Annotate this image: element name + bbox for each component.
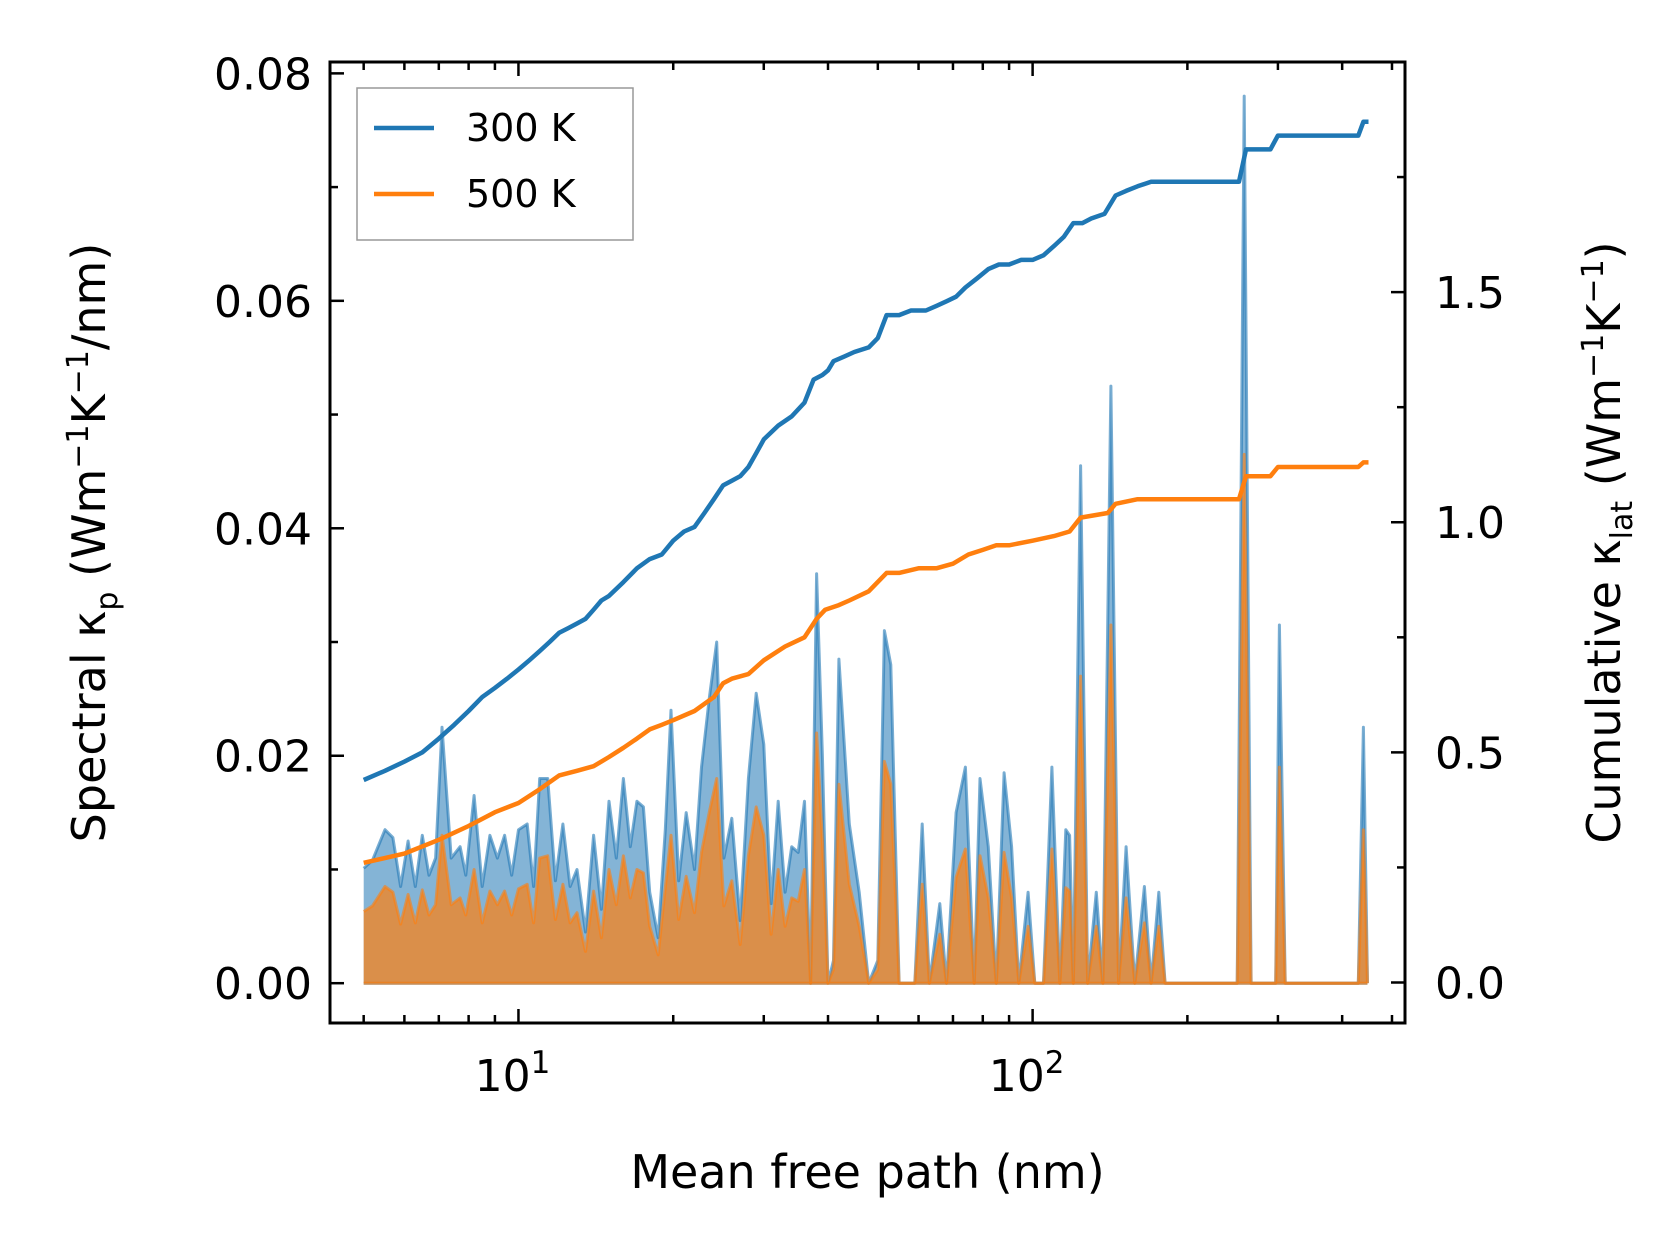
x-axis-title: Mean free path (nm) (630, 1145, 1104, 1199)
legend-label: 300 K (466, 106, 577, 150)
y-axis-left-title: Spectral κp​ (Wm−1​K−1​/nm) (61, 243, 125, 843)
legend-box (356, 87, 634, 241)
spectral-line-500k (362, 452, 1369, 985)
y-left-tick-label: 0.02 (214, 732, 312, 783)
tick-labels: 101 102 0.00 0.02 0.04 0.06 0.08 0.0 0.5 1.0 1.5 (214, 49, 1505, 1102)
spectral-fill-500k (363, 454, 1368, 984)
legend: 300 K 500 K (356, 87, 634, 241)
y-left-tick-label: 0.04 (214, 504, 312, 555)
y-right-tick-label: 0.0 (1435, 958, 1505, 1009)
cumulative-line-300k (362, 119, 1369, 783)
legend-label: 500 K (466, 172, 577, 216)
y-left-tick-label: 0.08 (214, 49, 312, 100)
plot-area (362, 94, 1369, 985)
y-right-tick-label: 1.5 (1435, 268, 1505, 319)
ticks (330, 62, 1405, 1023)
x-tick-label: 102 (989, 1045, 1065, 1102)
cumulative-line-500k (363, 460, 1369, 865)
y-right-tick-label: 1.0 (1435, 498, 1505, 549)
spectral-line-300k (362, 94, 1369, 985)
y-left-tick-label: 0.06 (214, 277, 312, 328)
y-axis-right-title: Cumulative κlat​ (Wm−1​K−1​) (1576, 241, 1640, 843)
y-right-tick-label: 0.5 (1435, 728, 1505, 779)
y-left-tick-label: 0.00 (214, 959, 312, 1010)
spectral-fill-300k (363, 96, 1368, 984)
plot-frame (328, 60, 1407, 1025)
x-tick-label: 101 (475, 1045, 551, 1102)
